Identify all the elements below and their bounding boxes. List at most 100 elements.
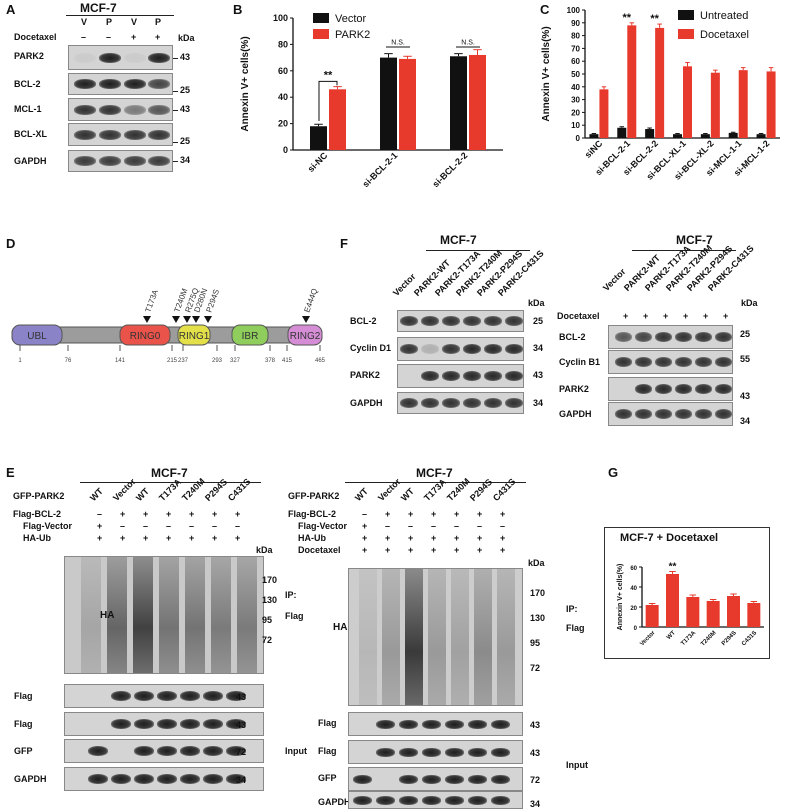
panel-f-left-blot: [397, 364, 524, 388]
y-tick-label: 0: [283, 145, 288, 155]
panel-e-row-label: Docetaxel: [298, 545, 341, 555]
panel-a-band: [74, 79, 96, 89]
panel-e-left-band: [111, 719, 131, 729]
panel-e-right-band: [490, 719, 510, 729]
panel-e-sign: +: [477, 533, 483, 543]
panel-e-left-row-label: Flag: [14, 691, 33, 701]
panel-g-frame: [604, 527, 770, 659]
panel-e-left-mw: 34: [236, 775, 247, 785]
panel-e-left-band: [180, 746, 200, 756]
panel-e-left-flag-ip-blot: [64, 684, 264, 708]
ns-mark: N.S.: [461, 39, 475, 46]
panel-e-right-mw: 34: [530, 799, 541, 809]
panel-a-blot-mcl-1: [68, 98, 173, 121]
bar: [329, 89, 346, 150]
x-tick-label: si-BCL-2-2: [431, 150, 470, 189]
panel-e-right-band: [398, 774, 418, 784]
y-tick-label: 60: [278, 66, 288, 76]
panel-e-right-ha-smear: [359, 569, 377, 705]
panel-e-right-input: Input: [566, 760, 588, 770]
bar: [728, 132, 738, 138]
panel-e-sign: +: [235, 533, 241, 543]
bar: [627, 25, 637, 138]
panel-f-right-blot: [608, 402, 733, 426]
panel-e-right-ha-smear: [497, 569, 515, 705]
panel-e-right-gfp-blot: [348, 767, 523, 791]
panel-a-band: [124, 129, 146, 140]
bar: [686, 597, 700, 627]
panel-c-chart: 0102030405060708090100siNCsi-BCL-2-1si-B…: [541, 6, 780, 182]
panel-f-left-band: [463, 398, 481, 408]
panel-f-left-blot: [397, 392, 524, 414]
panel-e-left-gapdh-blot: [64, 767, 264, 791]
panel-f-right-band: [634, 357, 652, 367]
panel-e-lane-label: C431S: [225, 476, 253, 503]
panel-f-left-mw: 25: [533, 316, 544, 326]
y-tick-label: 90: [571, 19, 580, 28]
panel-f-right-band: [614, 357, 632, 367]
panel-e-right-band: [444, 795, 464, 805]
domain-ring0: [119, 324, 171, 346]
panel-f-left-band: [463, 344, 481, 354]
panel-e-sign: +: [477, 545, 483, 555]
panel-a-kda: kDa: [178, 33, 195, 43]
panel-f-right-band: [714, 357, 732, 367]
domain-label: RING0: [130, 331, 161, 342]
panel-f-left-row-label: PARK2: [350, 370, 380, 380]
panel-a-lane-label: P: [155, 17, 162, 27]
panel-e-left-ha-label: HA: [100, 610, 115, 621]
panel-e-left-ha-smear: [107, 557, 127, 673]
domain-label: UBL: [27, 331, 47, 342]
panel-label-g: G: [608, 465, 619, 480]
panel-e-right-band: [421, 795, 441, 805]
panel-f-right-band: [614, 409, 632, 419]
panel-f-right-cell-line: MCF-7: [676, 233, 713, 247]
panel-b-chart: 0 20 40 60 80 100 si-NC si-BCL-2-1 si-BCL-2-2 Ann…: [240, 13, 503, 189]
legend-label: PARK2: [335, 29, 370, 41]
panel-a-blot-gapdh: [68, 150, 173, 172]
panel-e-left-gfp-blot: [64, 739, 264, 763]
panel-a-mw: 43: [180, 51, 191, 62]
panel-e-left-ha-mw: 95: [262, 615, 273, 625]
panel-label-e: E: [6, 465, 15, 480]
panel-a-blot-park2: [68, 45, 173, 70]
panel-a-mw-tick: [173, 91, 178, 92]
panel-e-lane-label: P294S: [202, 476, 230, 503]
legend-swatch: [313, 13, 329, 23]
panel-a-band: [124, 52, 146, 63]
panel-e-right-ha-mw: 72: [530, 663, 541, 673]
x-tick-label: WT: [666, 630, 677, 641]
panel-f-right-band: [654, 409, 672, 419]
panel-f-right-mw: 34: [740, 416, 751, 426]
panel-e-left-band: [180, 719, 200, 729]
significance-mark: **: [623, 12, 632, 24]
panel-a-band: [148, 52, 170, 63]
panel-f-left-band: [463, 316, 481, 326]
y-tick-label: 0: [576, 134, 581, 143]
panel-e-right-band: [421, 719, 441, 729]
mutation-marker: [143, 316, 151, 323]
bar: [747, 603, 761, 627]
panel-f-left-band: [421, 316, 439, 326]
panel-f-left-band: [442, 316, 460, 326]
panel-e-left-row-label: GFP: [14, 746, 33, 756]
significance-bracket: [318, 80, 338, 121]
position-label: 465: [315, 358, 326, 364]
panel-e-right-mw: 43: [530, 748, 541, 758]
panel-e-right-band: [398, 747, 418, 757]
bar: [738, 70, 748, 138]
legend-label: Untreated: [700, 10, 748, 22]
ns-mark: N.S.: [391, 39, 405, 46]
position-label: 237: [178, 358, 189, 364]
panel-e-right-band: [490, 747, 510, 757]
mutation-label: E444Q: [302, 287, 319, 313]
y-tick-label: 20: [630, 606, 637, 612]
panel-f-right-band: [694, 332, 712, 342]
panel-a-band: [124, 156, 146, 166]
panel-e-sign: +: [477, 509, 483, 519]
panel-f-right-docetaxel-sign: +: [683, 311, 689, 321]
panel-f-right-mw: 43: [740, 391, 751, 401]
panel-a-mw: 25: [180, 136, 191, 146]
panel-e-sign: +: [212, 533, 218, 543]
panel-e-row-label: Flag-Vector: [23, 521, 73, 531]
